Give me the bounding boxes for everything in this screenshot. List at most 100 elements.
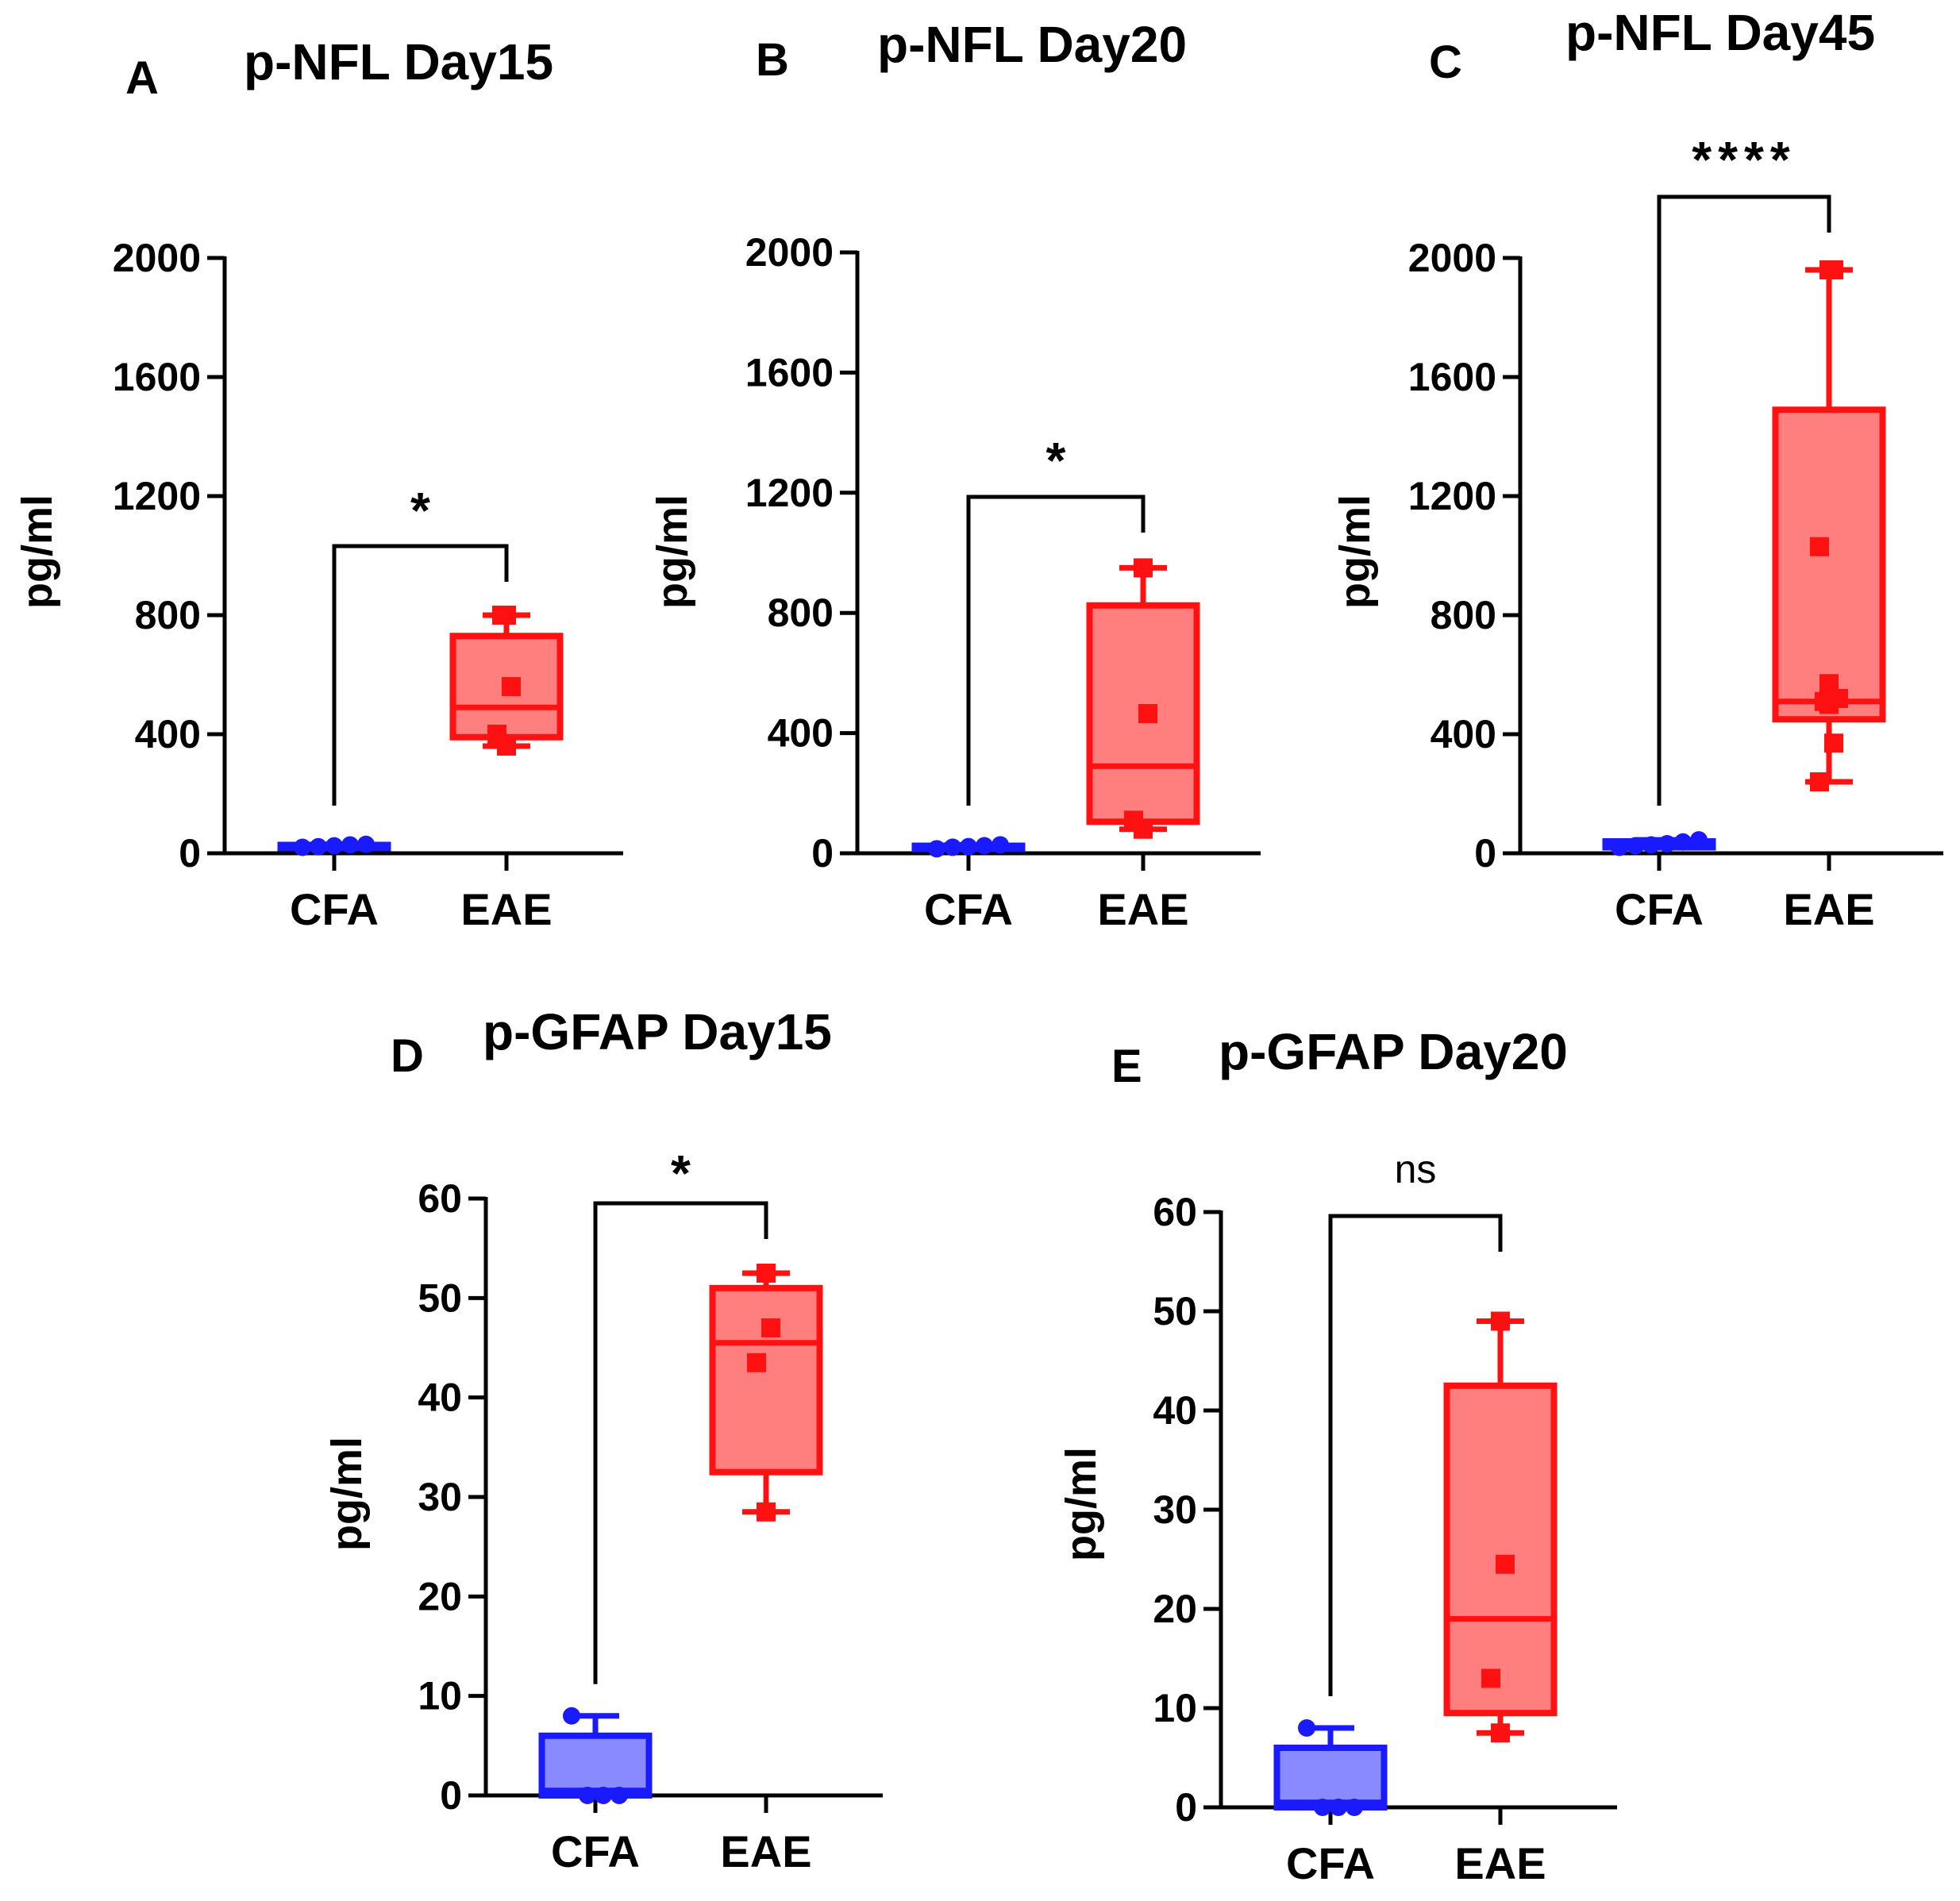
data-point — [1627, 837, 1644, 855]
data-point — [595, 1787, 612, 1804]
y-tick-label: 30 — [418, 1475, 462, 1519]
data-point — [492, 606, 511, 625]
significance-bracket — [966, 494, 1146, 806]
significance-bracket — [332, 544, 509, 806]
significance-bracket — [1657, 194, 1831, 806]
data-point — [1346, 1799, 1363, 1816]
y-tick-label: 400 — [768, 711, 834, 756]
data-point — [757, 1264, 776, 1283]
y-axis-label: pg/ml — [13, 494, 61, 609]
data-point — [1690, 831, 1708, 849]
data-point — [761, 1318, 780, 1337]
data-point — [976, 837, 993, 855]
box-eae — [449, 606, 564, 756]
y-tick-label: 1600 — [113, 355, 201, 399]
x-tick-label: EAE — [720, 1826, 811, 1876]
data-point — [357, 835, 375, 853]
y-axis-label: pg/ml — [1331, 494, 1379, 609]
significance-label: * — [410, 482, 430, 539]
data-point — [325, 837, 343, 855]
x-tick-label: CFA — [290, 884, 379, 934]
data-point — [1819, 695, 1839, 714]
chart-title: p-NFL Day45 — [1565, 4, 1875, 61]
x-tick-label: EAE — [1783, 884, 1874, 934]
data-point — [1674, 833, 1692, 851]
panel-letter: C — [1429, 37, 1462, 88]
significance-label: ns — [1395, 1147, 1437, 1191]
x-tick-label: CFA — [924, 884, 1013, 934]
data-point — [757, 1502, 776, 1522]
data-point — [1491, 1311, 1510, 1331]
y-axis-label: pg/ml — [1057, 1447, 1105, 1561]
data-point — [1298, 1719, 1315, 1737]
y-axis-label: pg/ml — [323, 1437, 371, 1551]
box-cfa — [911, 836, 1026, 858]
y-tick-label: 1200 — [113, 474, 201, 518]
chart-title: p-GFAP Day20 — [1219, 1023, 1568, 1080]
data-point — [1134, 558, 1153, 578]
box-eae — [1772, 260, 1886, 791]
data-point — [1496, 1554, 1515, 1574]
data-point — [1481, 1668, 1500, 1688]
data-point — [310, 837, 327, 856]
chart-title: p-NFL Day15 — [244, 33, 553, 90]
y-tick-label: 2000 — [1408, 236, 1496, 280]
y-tick-label: 1200 — [745, 471, 834, 515]
y-tick-label: 20 — [418, 1574, 462, 1618]
panel-letter: D — [391, 1030, 424, 1082]
box-cfa — [277, 835, 391, 856]
data-point — [944, 838, 961, 856]
y-tick-label: 50 — [418, 1276, 462, 1320]
y-tick-label: 10 — [418, 1674, 462, 1718]
significance-label: * — [1046, 432, 1066, 489]
data-point — [1134, 819, 1153, 839]
y-tick-label: 0 — [440, 1773, 462, 1818]
data-point — [1810, 772, 1829, 791]
data-point — [960, 837, 977, 856]
data-point — [1824, 260, 1843, 279]
data-point — [1810, 537, 1829, 556]
x-tick-label: EAE — [1454, 1838, 1546, 1888]
box-eae — [1443, 1311, 1558, 1743]
y-tick-label: 20 — [1153, 1587, 1197, 1631]
data-point — [579, 1787, 596, 1804]
y-tick-label: 800 — [768, 591, 834, 635]
significance-label: **** — [1692, 131, 1796, 188]
x-tick-label: EAE — [460, 884, 552, 934]
box-cfa — [1602, 831, 1716, 856]
box-iqr — [1772, 406, 1886, 723]
box-eae — [709, 1264, 823, 1522]
panel-letter: E — [1111, 1041, 1142, 1092]
y-tick-label: 40 — [1153, 1388, 1197, 1433]
y-tick-label: 2000 — [745, 230, 834, 275]
x-tick-label: CFA — [1615, 884, 1704, 934]
chart-title: p-NFL Day20 — [877, 16, 1187, 73]
data-point — [502, 677, 521, 696]
data-point — [563, 1707, 580, 1725]
y-tick-label: 1200 — [1408, 474, 1496, 518]
y-tick-label: 60 — [1153, 1190, 1197, 1234]
data-point — [1314, 1799, 1331, 1816]
y-tick-label: 800 — [1431, 593, 1496, 637]
y-tick-label: 400 — [135, 712, 201, 756]
data-point — [1611, 838, 1628, 856]
y-tick-label: 1600 — [1408, 355, 1496, 399]
data-point — [294, 838, 311, 856]
x-tick-label: EAE — [1097, 884, 1188, 934]
y-tick-label: 400 — [1431, 712, 1496, 756]
data-point — [928, 840, 945, 858]
y-tick-label: 50 — [1153, 1289, 1197, 1333]
data-point — [1824, 733, 1843, 753]
box-cfa — [1273, 1719, 1388, 1816]
y-tick-label: 60 — [418, 1176, 462, 1221]
y-tick-label: 0 — [1474, 831, 1496, 875]
significance-label: * — [671, 1145, 691, 1202]
box-iqr — [1273, 1745, 1388, 1811]
data-point — [747, 1353, 766, 1372]
x-tick-label: CFA — [551, 1826, 640, 1876]
